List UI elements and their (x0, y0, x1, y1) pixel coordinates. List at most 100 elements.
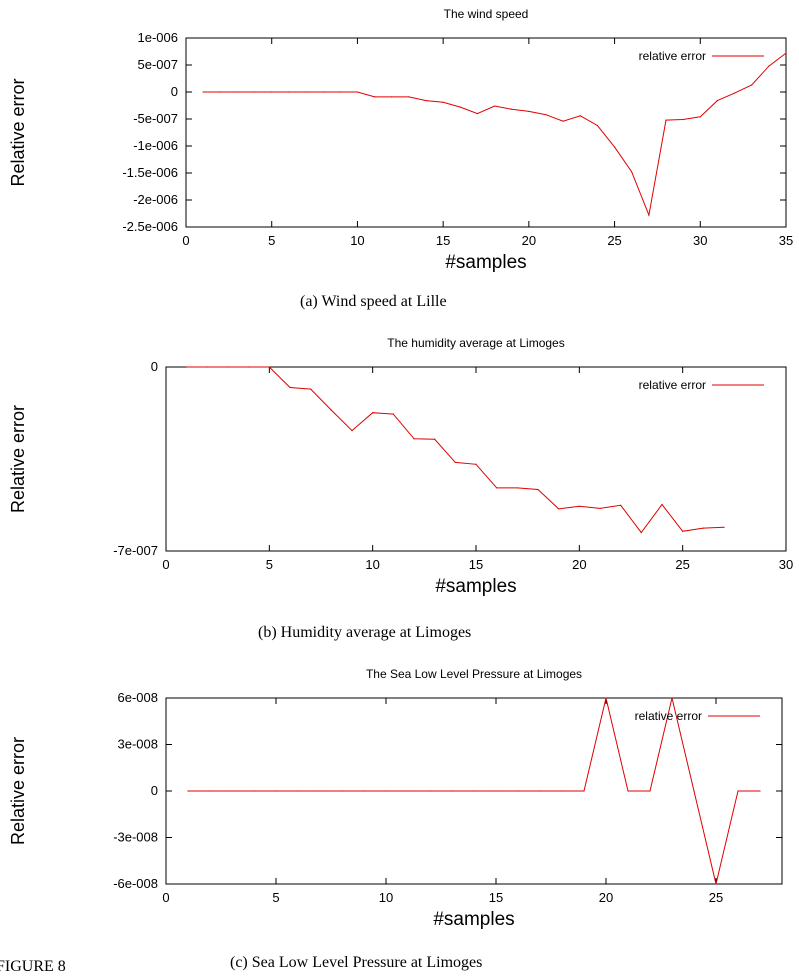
data-point (372, 412, 374, 414)
data-point (516, 487, 518, 489)
y-axis-label: Relative error (8, 737, 28, 845)
y-tick-label: -5e-007 (133, 111, 178, 126)
data-point (715, 883, 717, 885)
data-point (459, 106, 461, 108)
data-point (785, 52, 787, 54)
x-tick-label: 25 (607, 233, 621, 248)
y-tick-label: 0 (171, 84, 178, 99)
data-point (227, 366, 229, 368)
data-point (202, 91, 204, 93)
x-tick-label: 10 (379, 890, 393, 905)
data-point (473, 790, 475, 792)
x-axis-label: #samples (433, 909, 514, 930)
x-tick-label: 5 (272, 890, 279, 905)
data-point (558, 508, 560, 510)
data-point (351, 430, 353, 432)
data-point (768, 65, 770, 67)
y-tick-label: 0 (151, 783, 158, 798)
x-axis-label: #samples (435, 576, 516, 597)
y-axis-label: Relative error (8, 405, 28, 513)
data-point (236, 91, 239, 93)
x-tick-label: 20 (522, 233, 536, 248)
x-tick-label: 15 (489, 890, 503, 905)
data-point (434, 438, 436, 440)
data-point (627, 790, 629, 792)
legend-label: relative error (639, 49, 706, 63)
y-tick-label: -3e-008 (113, 830, 158, 845)
data-point (475, 463, 477, 465)
y-tick-label: -1.5e-006 (122, 165, 178, 180)
data-point (613, 146, 616, 148)
data-point (288, 91, 290, 93)
x-tick-label: 35 (779, 233, 793, 248)
y-tick-label: 5e-007 (138, 57, 178, 72)
y-tick-label: 6e-008 (118, 690, 158, 705)
data-point (373, 96, 376, 98)
data-point (699, 116, 701, 118)
data-point (310, 388, 312, 390)
data-point (545, 114, 547, 116)
data-point (496, 487, 498, 489)
data-point (413, 438, 415, 440)
data-point (356, 91, 359, 93)
data-point (330, 409, 332, 411)
x-tick-label: 10 (365, 557, 379, 572)
plot-frame (165, 366, 787, 552)
data-point (579, 115, 581, 117)
data-point (305, 91, 307, 93)
data-point (759, 790, 761, 792)
y-tick-label: -6e-008 (113, 876, 158, 891)
data-point (733, 92, 736, 94)
x-tick-label: 0 (182, 233, 189, 248)
data-point (751, 84, 753, 86)
y-tick-label: -2e-006 (133, 192, 178, 207)
x-tick-label: 20 (572, 557, 586, 572)
data-point (682, 530, 684, 532)
data-point (495, 790, 497, 792)
data-point (583, 790, 585, 792)
x-tick-label: 0 (162, 557, 169, 572)
data-point (289, 386, 291, 389)
data-point (476, 113, 479, 115)
x-tick-label: 25 (675, 557, 689, 572)
data-point (408, 96, 410, 98)
data-point (671, 697, 673, 699)
data-point (442, 101, 444, 103)
data-point (562, 120, 564, 122)
data-point (631, 171, 633, 173)
figure-label: FIGURE 8 (0, 958, 66, 975)
data-point (209, 790, 211, 792)
x-axis-label: #samples (445, 252, 526, 273)
data-point (578, 505, 580, 507)
y-tick-label: 0 (151, 359, 158, 374)
data-point (322, 91, 324, 93)
caption-b: (b) Humidity average at Limoges (258, 624, 472, 641)
x-tick-label: 20 (599, 890, 613, 905)
data-point (537, 488, 539, 491)
chart-title: The wind speed (444, 7, 529, 21)
data-point (702, 527, 704, 529)
data-point (599, 507, 601, 510)
data-point (620, 504, 622, 506)
x-tick-label: 15 (436, 233, 450, 248)
data-point (716, 100, 719, 102)
data-point (454, 461, 456, 464)
x-tick-label: 10 (350, 233, 364, 248)
data-point (528, 110, 530, 113)
data-point (363, 790, 365, 792)
plot-frame (185, 37, 787, 228)
data-point (665, 119, 667, 121)
data-point (425, 100, 427, 102)
data-point (451, 790, 453, 792)
data-point (737, 790, 739, 792)
data-point (392, 413, 394, 415)
x-tick-label: 25 (709, 890, 723, 905)
legend-label: relative error (635, 709, 702, 723)
chart-title: The Sea Low Level Pressure at Limoges (366, 667, 582, 681)
data-point (341, 790, 343, 792)
data-point (187, 790, 189, 792)
data-point (723, 526, 725, 528)
data-point (511, 108, 513, 110)
data-point (253, 790, 255, 792)
